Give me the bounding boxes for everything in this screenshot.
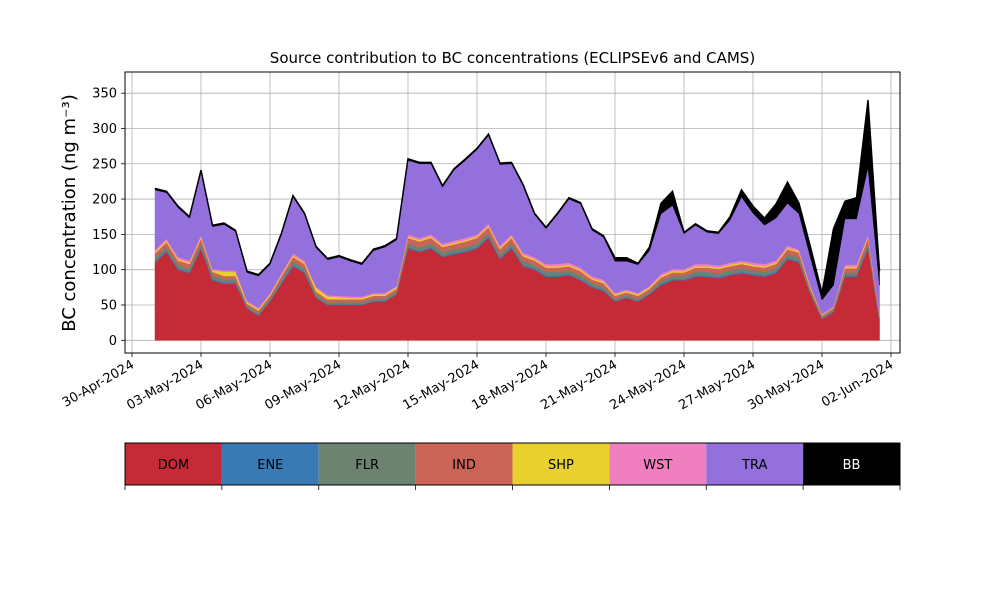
x-tick-label: 02-Jun-2024 <box>819 357 896 410</box>
legend-label-flr: FLR <box>355 458 379 473</box>
y-tick-label: 0 <box>109 334 117 349</box>
legend-label-tra: TRA <box>741 458 767 473</box>
legend: DOM ENE FLR IND SHP WST TRA BB <box>124 442 901 490</box>
legend-swatch-bb <box>803 443 900 485</box>
x-tick-label: 15-May-2024 <box>400 357 482 413</box>
plot-outline <box>124 71 901 354</box>
legend-label-dom: DOM <box>158 458 189 473</box>
legend-swatch-ene <box>221 443 319 485</box>
y-tick-label: 350 <box>92 87 117 102</box>
x-tick-label: 21-May-2024 <box>538 357 620 413</box>
chart-title: Source contribution to BC concentrations… <box>270 49 755 67</box>
y-tick-label: 300 <box>92 122 117 137</box>
y-axis-label: BC concentration (ng m⁻³) <box>59 94 80 332</box>
x-tick-label: 18-May-2024 <box>469 357 551 413</box>
x-tick-label: 09-May-2024 <box>262 357 344 413</box>
y-tick-label: 100 <box>92 263 117 278</box>
legend-swatch-dom <box>125 443 222 485</box>
y-tick-label: 50 <box>100 298 117 313</box>
legend-swatch-shp <box>512 443 610 485</box>
y-axis-label-unit: (ng m⁻³) <box>59 94 80 171</box>
legend-swatch-wst <box>609 443 707 485</box>
x-tick-label: 30-May-2024 <box>745 357 827 413</box>
x-axis: 30-Apr-202403-May-202406-May-202409-May-… <box>60 353 896 413</box>
y-axis-label-text: BC concentration <box>59 177 80 332</box>
total-outline <box>154 100 881 294</box>
legend-label-ind: IND <box>452 458 476 473</box>
x-tick-label: 03-May-2024 <box>124 357 206 413</box>
y-tick-label: 200 <box>92 193 117 208</box>
x-tick-label: 06-May-2024 <box>193 357 275 413</box>
legend-label-wst: WST <box>643 458 672 473</box>
legend-frame <box>124 442 901 486</box>
legend-label-bb: BB <box>843 458 861 473</box>
x-tick-label: 27-May-2024 <box>676 357 758 413</box>
legend-label-shp: SHP <box>548 458 574 473</box>
x-tick-label: 24-May-2024 <box>607 357 689 413</box>
plot-frame <box>124 71 901 354</box>
legend-swatch-flr <box>318 443 416 485</box>
y-tick-label: 150 <box>92 228 117 243</box>
x-tick-label: 12-May-2024 <box>331 357 413 413</box>
legend-swatch-tra <box>706 443 804 485</box>
y-tick-label: 250 <box>92 157 117 172</box>
legend-label-ene: ENE <box>257 458 283 473</box>
y-axis: 0 50 100 150 200 250 300 350 <box>92 87 125 349</box>
legend-swatch-ind <box>415 443 513 485</box>
plot-areas <box>154 100 881 341</box>
